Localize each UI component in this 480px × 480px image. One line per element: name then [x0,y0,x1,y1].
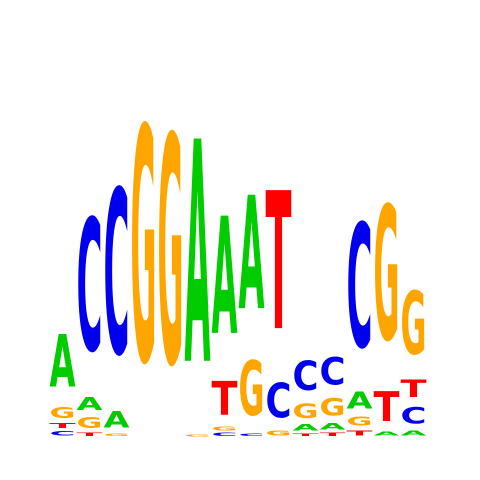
logo-column-5: G [158,73,184,436]
logo-letter-g: G [77,414,103,432]
logo-letter-c: C [77,182,103,393]
logo-letter-g: G [185,434,211,437]
logo-letter-t: T [401,374,427,403]
logo-letter-t: T [50,422,76,430]
logo-letter-c: C [401,403,427,429]
logo-letter-c: C [212,432,238,437]
logo-letter-g: G [320,393,346,421]
logo-letter-a: A [239,164,265,345]
logo-letter-c: C [320,349,346,393]
logo-letter-c: C [104,144,130,407]
logo-letter-t: T [77,432,104,437]
logo-column-3: GAC [104,144,130,437]
logo-letter-a: A [212,185,238,372]
logo-letter-t: T [320,432,347,437]
logo-letter-a: A [320,421,346,431]
logo-letter-g: G [374,169,400,384]
logo-letter-g: G [50,404,76,422]
logo-letter-a: A [104,407,130,433]
logo-letter-a: A [401,429,427,437]
logo-letter-c: C [50,430,76,437]
logo-letter-g: G [266,429,292,437]
logo-letter-t: T [266,153,292,373]
logo-letter-c: C [266,373,292,428]
logo-letter-c: C [239,433,265,437]
logo-letter-g: G [131,61,157,435]
logo-letter-g: G [158,73,184,436]
logo-letter-a: A [293,422,319,432]
logo-letter-t: T [212,372,238,425]
logo-column-9: GCT [266,153,292,437]
logo-letter-a: A [347,387,374,414]
logo-letter-g: G [239,346,265,433]
logo-letter-t: T [293,433,320,437]
logo-letter-a: A [185,80,211,434]
logo-letter-t: T [374,384,400,432]
logo-column-4: G [131,61,157,435]
logo-column-6: GA [185,80,211,438]
logo-letter-g: G [347,414,373,428]
logo-letter-c: C [293,353,319,400]
logo-column-8: CGA [239,164,265,437]
logo-letter-a: A [50,321,76,404]
logo-letter-g: G [401,276,427,376]
logo-letter-c: C [347,189,373,387]
logo-letter-g: G [293,401,319,423]
logo-letter-a: A [374,431,401,437]
logo-column-13: ATG [374,169,401,437]
logo-letter-g: G [212,426,238,432]
logo-letter-a: A [77,394,103,415]
logo-letter-t: T [347,429,373,437]
logo-letter-g: G [104,433,130,437]
